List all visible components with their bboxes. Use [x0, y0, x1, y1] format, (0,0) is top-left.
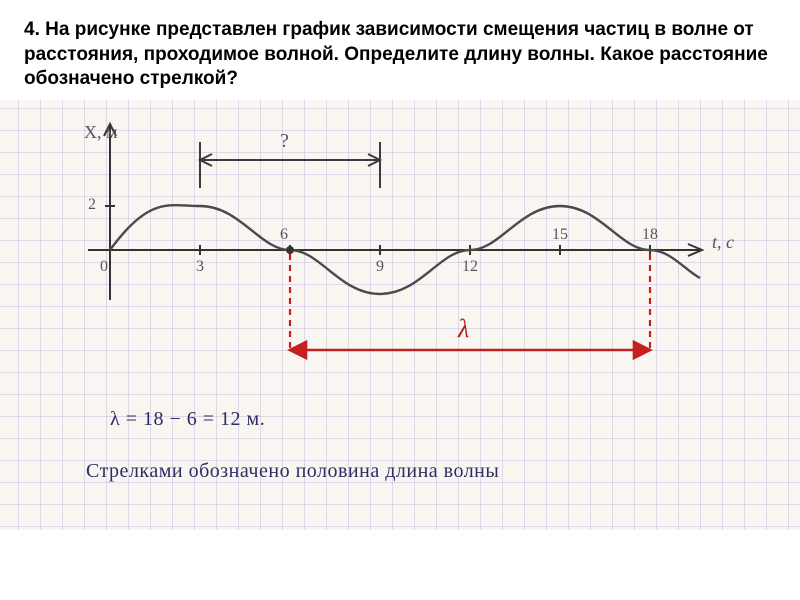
question-mark-label: ? — [280, 130, 289, 153]
axes — [88, 124, 702, 300]
x-tick-6: 6 — [280, 226, 288, 244]
lambda-label: λ — [458, 314, 469, 344]
y-axis-label: X, м — [84, 122, 117, 143]
x-tick-3: 3 — [196, 258, 204, 276]
problem-body: На рисунке представлен график зависимост… — [24, 19, 768, 89]
question-arrow — [200, 142, 380, 188]
x-axis-label: t, c — [712, 232, 734, 253]
lambda-arrow — [290, 342, 650, 358]
x-tick-18: 18 — [642, 226, 658, 244]
x-tick-12: 12 — [462, 258, 478, 276]
y-tick-label: 2 — [88, 196, 96, 214]
graph-paper: X, м 2 t, c 0 3 6 9 12 15 18 ? λ λ = 18 … — [0, 100, 800, 530]
node-marker — [286, 246, 294, 254]
solution-line2: Стрелками обозначено половина длина волн… — [86, 460, 499, 483]
solution-line1: λ = 18 − 6 = 12 м. — [110, 408, 265, 431]
problem-number: 4. — [24, 19, 40, 40]
x-tick-15: 15 — [552, 226, 568, 244]
x-tick-9: 9 — [376, 258, 384, 276]
problem-statement: 4. На рисунке представлен график зависим… — [0, 0, 800, 100]
x-tick-0: 0 — [100, 258, 108, 276]
